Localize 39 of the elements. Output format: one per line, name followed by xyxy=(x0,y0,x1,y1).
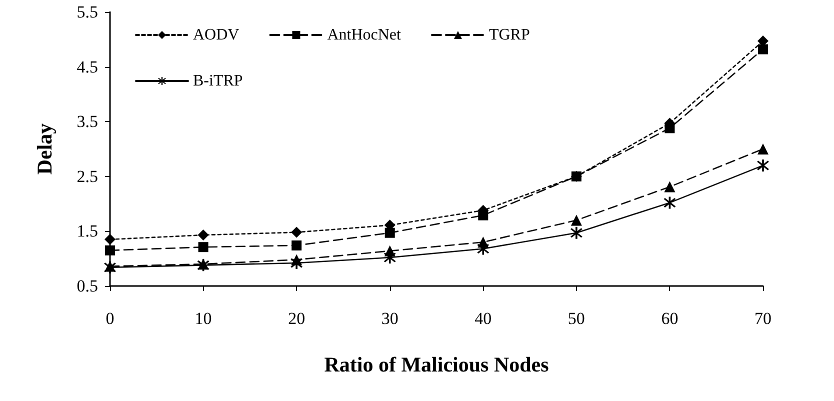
point xyxy=(478,210,488,220)
y-tick-label: 3.5 xyxy=(76,112,98,132)
point xyxy=(664,181,676,192)
point xyxy=(758,144,768,154)
x-tick-label: 40 xyxy=(474,309,492,328)
x-tick-label: 50 xyxy=(568,309,585,328)
point xyxy=(477,242,490,255)
point xyxy=(570,226,582,239)
x-tick-label: 10 xyxy=(194,309,212,328)
x-tick-label: 60 xyxy=(661,309,678,328)
y-tick-label: 5.5 xyxy=(76,2,98,22)
y-tick-label: 0.5 xyxy=(76,276,98,296)
point xyxy=(291,226,302,238)
legend-label: B-iTRP xyxy=(193,72,243,90)
y-tick-label: 1.5 xyxy=(76,222,98,241)
point xyxy=(105,245,115,256)
point xyxy=(571,171,582,182)
point xyxy=(290,256,303,269)
point xyxy=(758,44,768,54)
x-tick-label: 70 xyxy=(754,309,772,328)
point xyxy=(198,242,208,252)
point xyxy=(757,159,769,172)
y-axis-title: Delay xyxy=(32,122,56,175)
legend-label: AODV xyxy=(193,26,240,44)
x-tick-label: 20 xyxy=(288,309,306,328)
point xyxy=(384,252,396,264)
x-tick-label: 30 xyxy=(381,309,398,328)
point xyxy=(570,214,582,226)
point xyxy=(198,230,209,241)
point xyxy=(664,123,675,134)
legend-label: AntHocNet xyxy=(327,26,402,44)
point xyxy=(104,234,116,245)
y-tick-label: 2.5 xyxy=(76,166,98,186)
x-axis-title: Ratio of Malicious Nodes xyxy=(324,352,549,376)
point xyxy=(292,240,302,250)
x-tick-label: 0 xyxy=(106,309,114,328)
y-tick-label: 4.5 xyxy=(76,57,98,76)
legend-label: TGRP xyxy=(488,26,530,44)
point xyxy=(384,228,395,238)
